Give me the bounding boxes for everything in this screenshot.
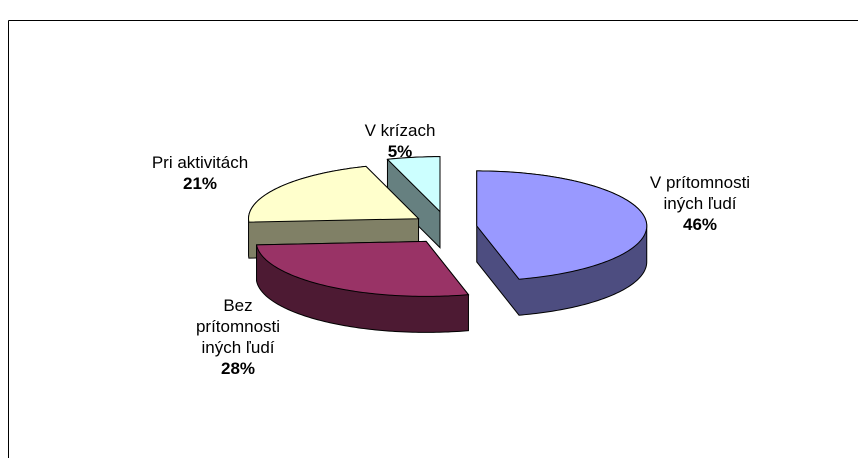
slice xyxy=(255,240,470,297)
value-label: 21% xyxy=(182,174,218,193)
value-label: 46% xyxy=(682,215,718,234)
slice-label: V krízach 5% xyxy=(345,120,455,162)
slice xyxy=(476,170,648,280)
category-label: V krízach xyxy=(364,121,436,140)
slice-label: V prítomnosti iných ľudí 46% xyxy=(635,172,765,235)
value-label: 28% xyxy=(220,359,256,378)
category-label: Bez prítomnosti iných ľudí xyxy=(195,296,281,357)
category-label: Pri aktivitách xyxy=(151,153,249,172)
value-label: 5% xyxy=(387,142,413,161)
slice xyxy=(248,165,420,223)
slice-label: Bez prítomnosti iných ľudí 28% xyxy=(188,295,288,379)
slice-label: Pri aktivitách 21% xyxy=(125,152,275,194)
category-label: V prítomnosti iných ľudí xyxy=(649,173,751,213)
slice xyxy=(386,156,441,213)
